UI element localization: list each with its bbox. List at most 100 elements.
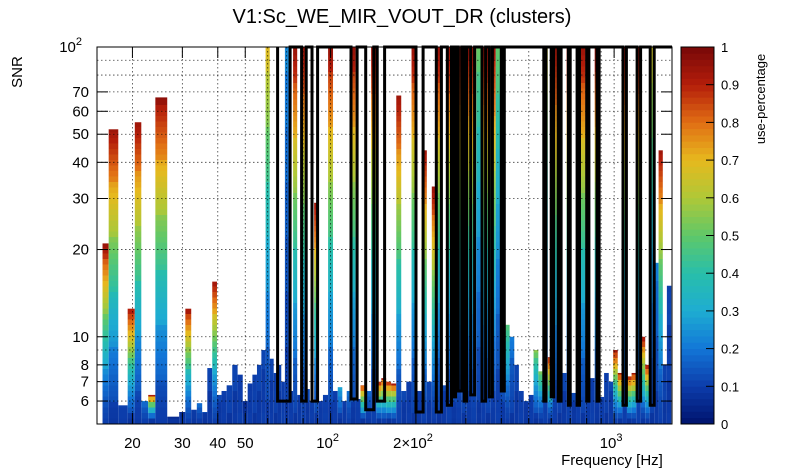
heatmap-cell xyxy=(490,407,496,413)
heatmap-cell xyxy=(431,352,437,358)
heatmap-cell xyxy=(495,264,501,270)
heatmap-cell xyxy=(155,358,168,364)
heatmap-cell xyxy=(622,325,627,331)
heatmap-cell xyxy=(495,176,501,182)
heatmap-cell xyxy=(396,160,402,166)
heatmap-cell xyxy=(571,418,577,424)
heatmap-cell xyxy=(617,374,623,380)
heatmap-cell xyxy=(155,121,168,127)
heatmap-cell xyxy=(212,374,217,380)
heatmap-cell xyxy=(649,149,655,155)
heatmap-cell xyxy=(658,220,663,226)
heatmap-cell xyxy=(293,110,298,116)
heatmap-cell xyxy=(649,127,655,133)
heatmap-cell xyxy=(411,110,417,116)
heatmap-cell xyxy=(622,314,627,320)
heatmap-cell xyxy=(476,374,482,380)
heatmap-cell xyxy=(436,292,442,298)
heatmap-cell xyxy=(509,358,515,364)
heatmap-cell xyxy=(466,275,472,281)
heatmap-cell xyxy=(411,264,417,270)
heatmap-cell xyxy=(293,77,298,83)
heatmap-cell xyxy=(658,275,663,281)
heatmap-cell xyxy=(102,352,109,358)
data-column xyxy=(148,394,156,424)
heatmap-cell xyxy=(649,154,655,160)
heatmap-cell xyxy=(436,149,442,155)
heatmap-cell xyxy=(411,308,417,314)
heatmap-cell xyxy=(148,407,156,413)
heatmap-cell xyxy=(649,347,655,353)
heatmap-cell xyxy=(301,231,306,237)
heatmap-cell xyxy=(431,204,437,210)
heatmap-cell xyxy=(538,402,544,408)
heatmap-cell xyxy=(342,413,347,419)
heatmap-cell xyxy=(284,160,289,166)
heatmap-cell xyxy=(476,336,482,342)
heatmap-cell xyxy=(476,50,482,56)
heatmap-cell xyxy=(431,303,437,309)
heatmap-cell xyxy=(256,396,262,402)
heatmap-cell xyxy=(411,116,417,122)
heatmap-cell xyxy=(301,127,306,133)
heatmap-cell xyxy=(476,83,482,89)
heatmap-cell xyxy=(328,116,334,122)
heatmap-cell xyxy=(552,418,558,424)
heatmap-cell xyxy=(580,319,586,325)
heatmap-cell xyxy=(666,308,672,314)
data-column xyxy=(141,401,149,424)
heatmap-cell xyxy=(127,402,135,408)
heatmap-cell xyxy=(265,347,270,353)
heatmap-cell xyxy=(631,385,637,391)
heatmap-cell xyxy=(269,358,274,364)
heatmap-cell xyxy=(500,413,506,419)
heatmap-cell xyxy=(284,66,289,72)
heatmap-cell xyxy=(505,413,510,419)
heatmap-cell xyxy=(411,297,417,303)
heatmap-cell xyxy=(441,407,447,413)
heatmap-cell xyxy=(466,77,472,83)
data-column xyxy=(277,364,282,424)
heatmap-cell xyxy=(134,352,142,358)
heatmap-cell xyxy=(301,303,306,309)
heatmap-cell xyxy=(613,385,618,391)
heatmap-cell xyxy=(411,121,417,127)
heatmap-cell xyxy=(476,341,482,347)
colorbar-swatch xyxy=(681,185,714,192)
heatmap-cell xyxy=(431,319,437,325)
heatmap-cell xyxy=(396,352,402,358)
heatmap-cell xyxy=(350,99,356,105)
heatmap-cell xyxy=(328,259,334,265)
heatmap-cell xyxy=(416,413,422,419)
heatmap-cell xyxy=(396,198,402,204)
heatmap-cell xyxy=(411,380,417,386)
heatmap-cell xyxy=(640,396,646,402)
heatmap-cell xyxy=(265,358,270,364)
heatmap-cell xyxy=(649,248,655,254)
heatmap-cell xyxy=(451,418,457,424)
heatmap-cell xyxy=(622,385,627,391)
heatmap-cell xyxy=(466,319,472,325)
colorbar-swatch xyxy=(681,178,714,186)
heatmap-cell xyxy=(396,138,402,144)
heatmap-cell xyxy=(328,270,334,276)
heatmap-cell xyxy=(561,407,567,413)
heatmap-cell xyxy=(284,143,289,149)
heatmap-cell xyxy=(134,336,142,342)
heatmap-cell xyxy=(431,369,437,375)
plot-frame xyxy=(96,46,673,425)
heatmap-cell xyxy=(350,231,356,237)
heatmap-cell xyxy=(446,149,452,155)
heatmap-cell xyxy=(108,358,119,364)
heatmap-cell xyxy=(273,374,278,380)
heatmap-cell xyxy=(411,198,417,204)
data-column xyxy=(202,412,208,424)
heatmap-cell xyxy=(396,264,402,270)
heatmap-cell xyxy=(284,55,289,61)
heatmap-cell xyxy=(585,413,591,419)
heatmap-cell xyxy=(476,363,482,369)
heatmap-cell xyxy=(495,341,501,347)
heatmap-cell xyxy=(654,347,659,353)
heatmap-cell xyxy=(431,259,437,265)
heatmap-cell xyxy=(466,341,472,347)
